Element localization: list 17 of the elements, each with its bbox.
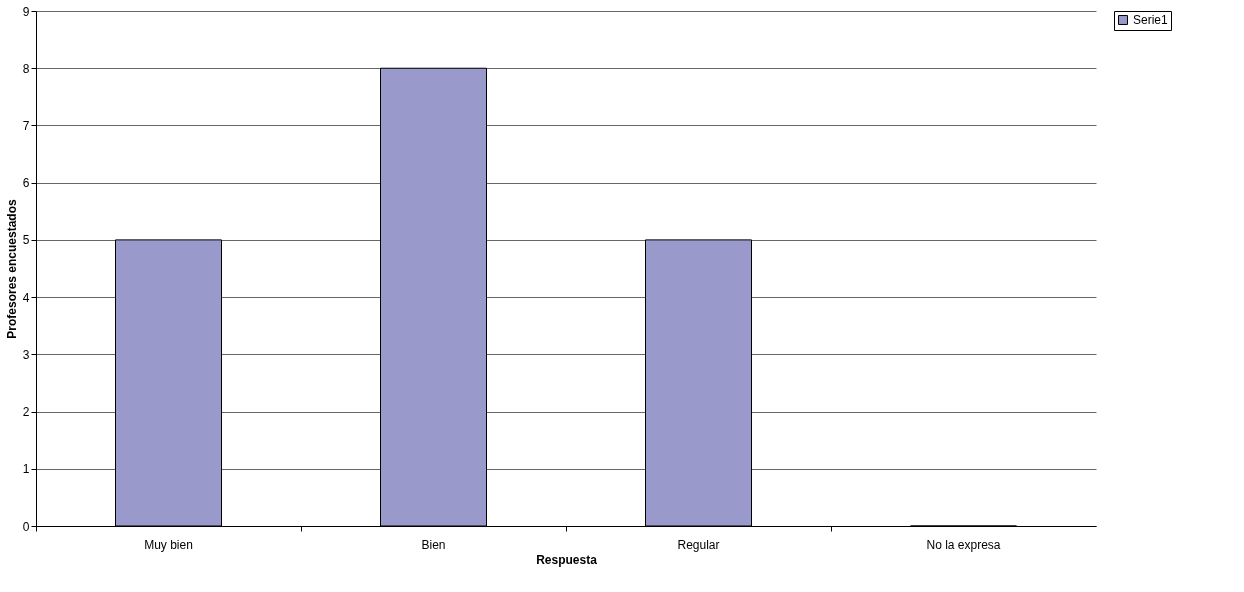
y-tick-label: 4 (22, 290, 30, 305)
x-tick-label: Muy bien (144, 537, 193, 552)
y-tick-label: 0 (22, 519, 30, 534)
y-tick-label: 1 (22, 462, 30, 477)
y-tick-label: 3 (22, 347, 30, 362)
x-tick-label: Bien (421, 537, 446, 552)
y-tick-label: 2 (22, 405, 30, 420)
y-tick-label: 6 (22, 176, 30, 191)
x-tick-label: No la expresa (926, 537, 1001, 552)
y-tick-label: 8 (22, 61, 30, 76)
legend-label: Serie1 (1133, 13, 1169, 27)
x-tick-label: Regular (677, 537, 720, 552)
x-axis-title: Respuesta (536, 552, 598, 567)
y-tick-label: 5 (22, 233, 30, 248)
y-tick-label: 9 (22, 4, 30, 19)
y-tick-label: 7 (22, 118, 30, 133)
y-axis-title: Profesores encuestados (4, 198, 19, 339)
